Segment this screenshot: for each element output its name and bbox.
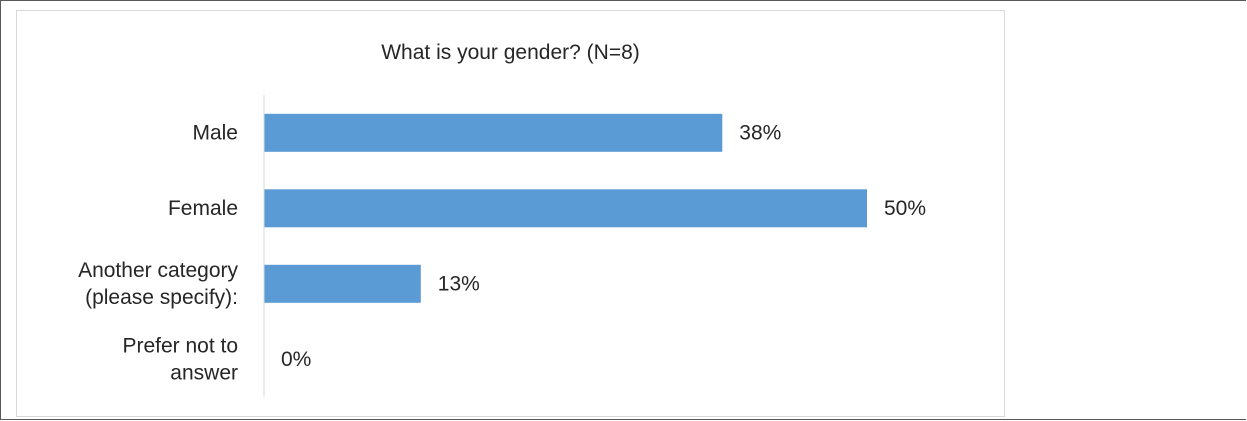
category-label: Prefer not to (122, 334, 238, 357)
data-label: 13% (438, 272, 480, 295)
bar (264, 264, 421, 303)
category-label: (please specify): (85, 286, 238, 309)
bar (264, 189, 867, 228)
category-label: answer (170, 361, 238, 384)
data-label: 50% (884, 197, 926, 220)
chart-title: What is your gender? (N=8) (381, 41, 640, 64)
bar (264, 113, 723, 152)
chart-area: What is your gender? (N=8) 38% Male 50% Fem… (16, 10, 1005, 417)
data-label: 0% (281, 348, 311, 371)
category-label: Female (168, 197, 238, 220)
data-label: 38% (739, 121, 781, 144)
bar-chart-plot: 38% Male 50% Female 13% Another category (plea… (78, 95, 926, 397)
category-label: Another category (78, 259, 238, 282)
category-label: Male (192, 121, 238, 144)
